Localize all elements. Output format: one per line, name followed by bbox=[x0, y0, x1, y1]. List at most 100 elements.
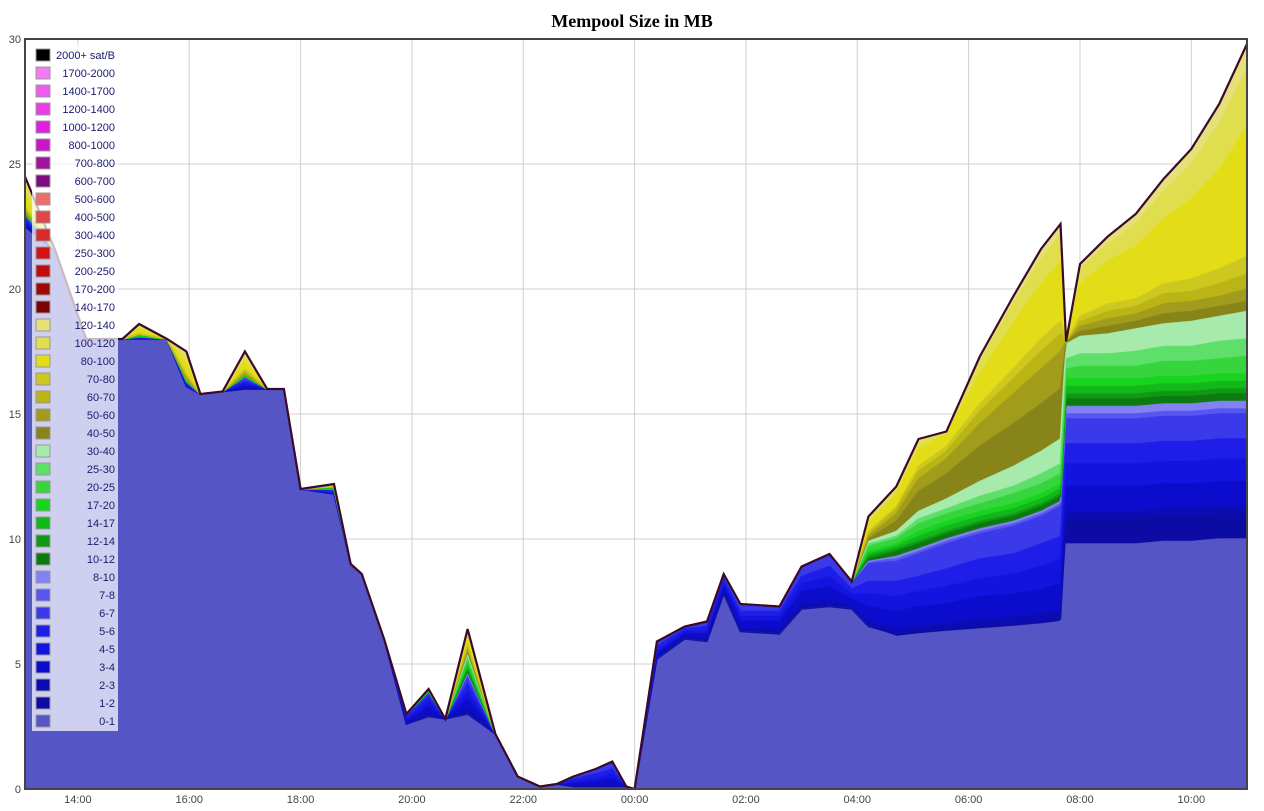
legend-swatch bbox=[35, 174, 51, 188]
legend-label: 2-3 bbox=[99, 680, 115, 692]
line-5-6 bbox=[24, 218, 1247, 790]
legend-label: 1-2 bbox=[99, 698, 115, 710]
y-tick-label: 20 bbox=[9, 284, 21, 296]
legend-label: 30-40 bbox=[87, 446, 115, 458]
x-tick-label: 08:00 bbox=[1066, 794, 1094, 806]
legend-swatch bbox=[35, 624, 51, 638]
legend-label: 700-800 bbox=[75, 158, 115, 170]
x-tick-label: 20:00 bbox=[398, 794, 426, 806]
legend-label: 6-7 bbox=[99, 608, 115, 620]
legend-label: 5-6 bbox=[99, 626, 115, 638]
legend-swatch bbox=[35, 660, 51, 674]
legend-label: 200-250 bbox=[75, 266, 115, 278]
x-tick-label: 00:00 bbox=[621, 794, 649, 806]
legend-swatch bbox=[35, 300, 51, 314]
legend-label: 3-4 bbox=[99, 662, 115, 674]
legend-swatch bbox=[35, 84, 51, 98]
legend-swatch bbox=[35, 462, 51, 476]
legend-swatch bbox=[35, 102, 51, 116]
x-tick-label: 10:00 bbox=[1178, 794, 1206, 806]
y-tick-label: 30 bbox=[9, 34, 21, 46]
legend-swatch bbox=[35, 714, 51, 728]
x-tick-label: 14:00 bbox=[64, 794, 92, 806]
legend-label: 1400-1700 bbox=[62, 86, 115, 98]
legend-swatch bbox=[35, 570, 51, 584]
legend-swatch bbox=[35, 534, 51, 548]
legend-swatch bbox=[35, 282, 51, 296]
y-tick-label: 0 bbox=[15, 784, 21, 796]
x-tick-label: 04:00 bbox=[844, 794, 872, 806]
legend-swatch bbox=[35, 318, 51, 332]
area-20-25 bbox=[25, 211, 1247, 789]
legend-swatch bbox=[35, 156, 51, 170]
x-axis-ticks: 14:00 16:00 18:00 20:00 22:00 00:00 02:00 04:00… bbox=[64, 794, 1206, 806]
series-boundaries bbox=[23, 43, 1248, 791]
legend-label: 120-140 bbox=[75, 320, 115, 332]
x-tick-label: 22:00 bbox=[509, 794, 537, 806]
legend-label: 500-600 bbox=[75, 194, 115, 206]
legend-swatch bbox=[35, 138, 51, 152]
legend-label: 300-400 bbox=[75, 230, 115, 242]
line-4-5 bbox=[24, 220, 1247, 790]
legend-swatch bbox=[35, 480, 51, 494]
legend-label: 800-1000 bbox=[69, 140, 116, 152]
line-3-4 bbox=[24, 223, 1247, 790]
legend-label: 80-100 bbox=[81, 356, 115, 368]
legend-swatch bbox=[35, 372, 51, 386]
y-tick-label: 25 bbox=[9, 159, 21, 171]
chart-title: Mempool Size in MB bbox=[551, 11, 713, 31]
legend-label: 1000-1200 bbox=[62, 122, 115, 134]
legend-swatch bbox=[35, 552, 51, 566]
legend-swatch bbox=[35, 588, 51, 602]
legend-label: 400-500 bbox=[75, 212, 115, 224]
legend-label: 17-20 bbox=[87, 500, 115, 512]
legend-swatch bbox=[35, 354, 51, 368]
legend-label: 1200-1400 bbox=[62, 104, 115, 116]
legend-swatch bbox=[35, 408, 51, 422]
legend-swatch bbox=[35, 678, 51, 692]
line-2-3 bbox=[24, 225, 1247, 790]
legend-swatch bbox=[35, 390, 51, 404]
legend-label: 140-170 bbox=[75, 302, 115, 314]
legend-swatch bbox=[35, 426, 51, 440]
y-tick-label: 10 bbox=[9, 534, 21, 546]
legend-swatch bbox=[35, 192, 51, 206]
legend-swatch bbox=[35, 228, 51, 242]
legend-label: 250-300 bbox=[75, 248, 115, 260]
legend-label: 0-1 bbox=[99, 716, 115, 728]
legend-label: 20-25 bbox=[87, 482, 115, 494]
area-0-1 bbox=[25, 226, 1247, 789]
legend-label: 40-50 bbox=[87, 428, 115, 440]
x-tick-label: 18:00 bbox=[287, 794, 315, 806]
legend-swatch bbox=[35, 498, 51, 512]
x-tick-label: 02:00 bbox=[732, 794, 760, 806]
legend-swatch bbox=[35, 444, 51, 458]
stacked-areas bbox=[25, 44, 1247, 789]
legend-label: 1700-2000 bbox=[62, 68, 115, 80]
legend-swatch bbox=[35, 606, 51, 620]
y-tick-label: 5 bbox=[15, 659, 21, 671]
legend-swatch bbox=[35, 210, 51, 224]
legend-swatch bbox=[35, 696, 51, 710]
legend-label: 100-120 bbox=[75, 338, 115, 350]
legend-label: 8-10 bbox=[93, 572, 115, 584]
legend-label: 25-30 bbox=[87, 464, 115, 476]
legend-label: 600-700 bbox=[75, 176, 115, 188]
plot-frame bbox=[24, 38, 1248, 790]
legend-swatch bbox=[35, 48, 51, 62]
x-tick-label: 16:00 bbox=[175, 794, 203, 806]
legend-label: 12-14 bbox=[87, 536, 115, 548]
legend-label: 10-12 bbox=[87, 554, 115, 566]
legend-swatch bbox=[35, 516, 51, 530]
legend-label: 50-60 bbox=[87, 410, 115, 422]
legend-swatch bbox=[35, 264, 51, 278]
legend-swatch bbox=[35, 642, 51, 656]
legend-label: 14-17 bbox=[87, 518, 115, 530]
legend-label: 60-70 bbox=[87, 392, 115, 404]
y-axis-ticks: 0 5 10 15 20 25 30 bbox=[9, 34, 21, 796]
legend-swatch bbox=[35, 336, 51, 350]
x-tick-label: 06:00 bbox=[955, 794, 983, 806]
y-tick-label: 15 bbox=[9, 409, 21, 421]
total-line bbox=[23, 43, 1248, 791]
